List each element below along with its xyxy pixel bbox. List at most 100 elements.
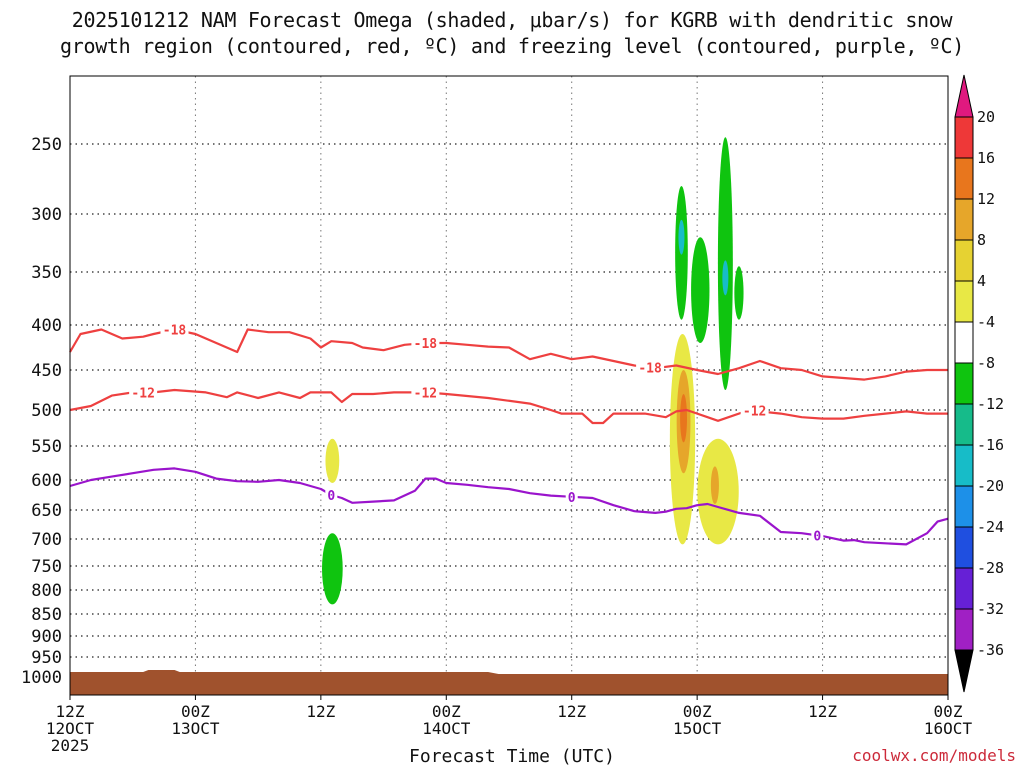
contour-label-bg — [411, 336, 440, 350]
colorbar-label: -32 — [977, 600, 1004, 618]
contour-label: -12 — [743, 405, 766, 420]
contour-label-bg — [811, 528, 824, 543]
contour-label: -12 — [414, 386, 437, 401]
y-tick-label: 450 — [31, 361, 62, 381]
x-tick-label-time: 00Z — [432, 702, 461, 721]
contour-label-bg — [160, 322, 189, 337]
omega-shaded-region — [722, 260, 729, 296]
y-tick-label: 1000 — [21, 668, 62, 688]
chart-title-line-1: 2025101212 NAM Forecast Omega (shaded, μ… — [71, 8, 953, 32]
terrain — [70, 670, 948, 695]
x-tick-label-year: 2025 — [51, 736, 90, 755]
colorbar-swatch — [954, 321, 974, 364]
contour-label: -18 — [163, 324, 187, 339]
x-tick-label-time: 12Z — [808, 702, 837, 721]
contour-line — [69, 328, 948, 381]
colorbar-label: -20 — [977, 477, 1004, 495]
contour-label-bg — [740, 403, 769, 418]
omega-regions — [322, 137, 744, 605]
omega-shaded-region — [322, 533, 343, 605]
y-tick-label: 400 — [31, 316, 62, 336]
colorbar-label: -8 — [977, 354, 995, 372]
colorbar-label: 16 — [977, 149, 995, 167]
omega-shaded-region — [325, 438, 340, 483]
colorbar-swatch — [954, 198, 974, 241]
colorbar-label: -24 — [977, 518, 1004, 536]
contour-label-bg — [129, 385, 158, 400]
contour-label: -12 — [131, 386, 154, 401]
contour-group: 0 0 0 — [69, 467, 949, 546]
colorbar-label: 20 — [977, 108, 995, 126]
colorbar-swatch — [954, 362, 974, 405]
colorbar-swatch — [954, 157, 974, 200]
y-tick-label: 300 — [31, 205, 62, 225]
colorbar-swatch — [954, 403, 974, 446]
y-tick-label: 500 — [31, 401, 62, 421]
omega-shaded-region — [680, 394, 688, 443]
x-tick-label-date: 16OCT — [924, 719, 973, 738]
y-tick-label: 900 — [31, 627, 62, 647]
x-tick-label-time: 00Z — [683, 702, 712, 721]
omega-shaded-region — [710, 466, 719, 505]
contour-label: 0 — [813, 529, 821, 544]
x-tick-label-time: 12Z — [557, 702, 586, 721]
y-tick-label: 250 — [31, 135, 62, 155]
x-tick-label-date: 14OCT — [422, 719, 471, 738]
y-tick-label: 550 — [31, 437, 62, 457]
x-axis-label: Forecast Time (UTC) — [409, 746, 615, 767]
colorbar-swatch — [954, 444, 974, 487]
contour-label-bg — [636, 360, 665, 375]
y-tick-label: 800 — [31, 581, 62, 601]
colorbar-swatch — [954, 485, 974, 528]
contour-label: -18 — [638, 362, 662, 377]
x-tick-label-time: 00Z — [934, 702, 963, 721]
colorbar-label: -4 — [977, 313, 995, 331]
colorbar-swatch — [954, 280, 974, 323]
colorbar-label: -16 — [977, 436, 1004, 454]
y-tick-label: 350 — [31, 263, 62, 283]
colorbar-label: -12 — [977, 395, 1004, 413]
contour-label-bg — [565, 489, 578, 504]
colorbar: 20 16 12 8 4 -4 -8 -12 -16 -20 -24 -28 -32 -36 — [954, 74, 1004, 693]
contour-label: 0 — [568, 491, 576, 506]
contour-label: 0 — [327, 489, 335, 504]
chart-title-line-2: growth region (contoured, red, ºC) and f… — [59, 34, 965, 58]
colorbar-swatch — [954, 608, 974, 651]
colorbar-label: 8 — [977, 231, 986, 249]
contour-line — [69, 388, 948, 425]
x-tick-label-date: 13OCT — [171, 719, 220, 738]
contour-group: -12 -12 -12 — [69, 385, 948, 425]
x-tick-label-time: 12Z — [56, 702, 85, 721]
colorbar-label: 12 — [977, 190, 995, 208]
colorbar-swatch — [954, 567, 974, 610]
contour-group: -18 -18 -18 — [69, 322, 948, 381]
colorbar-label: -28 — [977, 559, 1004, 577]
x-tick-label-time: 12Z — [306, 702, 335, 721]
y-tick-label: 950 — [31, 648, 62, 668]
colorbar-label: -36 — [977, 641, 1004, 659]
contour-label-bg — [411, 385, 440, 400]
y-tick-label: 650 — [31, 501, 62, 521]
x-tick-label-time: 00Z — [181, 702, 210, 721]
y-tick-label: 700 — [31, 530, 62, 550]
colorbar-swatch — [954, 116, 974, 159]
y-tick-label: 750 — [31, 557, 62, 577]
x-tick-label-date: 15OCT — [673, 719, 722, 738]
omega-shaded-region — [678, 219, 685, 255]
colorbar-swatch — [954, 239, 974, 282]
x-tick-label-date: 12OCT — [46, 719, 95, 738]
colorbar-swatch — [954, 526, 974, 569]
contour-label-bg — [325, 488, 338, 502]
plot-area — [69, 75, 949, 696]
y-tick-label: 600 — [31, 471, 62, 491]
omega-shaded-region — [691, 237, 710, 343]
y-tick-label: 850 — [31, 605, 62, 625]
colorbar-label: 4 — [977, 272, 986, 290]
plot-border — [69, 75, 949, 696]
colorbar-bottom-arrow — [954, 649, 974, 693]
credit-link[interactable]: coolwx.com/models — [852, 746, 1016, 765]
omega-shaded-region — [734, 266, 744, 320]
colorbar-top-arrow — [954, 74, 974, 118]
contour-label: -18 — [414, 337, 438, 352]
